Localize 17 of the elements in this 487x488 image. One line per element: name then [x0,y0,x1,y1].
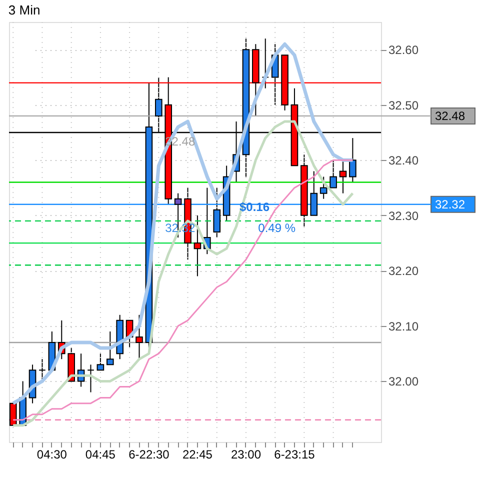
x-tick-label: 04:45 [85,448,116,462]
ref-line-label: 32.48 [435,108,466,123]
y-tick-label: 32.50 [388,98,419,112]
y-tick-label: 32.60 [388,43,419,58]
x-tick-label: 22:45 [182,448,213,462]
y-tick-label: 32.10 [388,319,419,334]
chart-title: 3 Min [8,2,40,18]
y-tick-label: 32.20 [388,264,419,278]
x-tick-label: 04:30 [36,448,68,462]
x-tick-label: 6-23:15 [274,448,316,462]
y-tick-label: 32.00 [388,374,419,389]
y-tick-label: 32.40 [388,154,419,168]
y-tick-label: 32.30 [388,208,419,223]
ref-line-label: 32.32 [435,197,466,212]
x-tick-label: 23:00 [230,448,262,462]
x-tick-label: 6-22:30 [128,448,170,462]
annotation: 0.49 % [258,220,296,235]
